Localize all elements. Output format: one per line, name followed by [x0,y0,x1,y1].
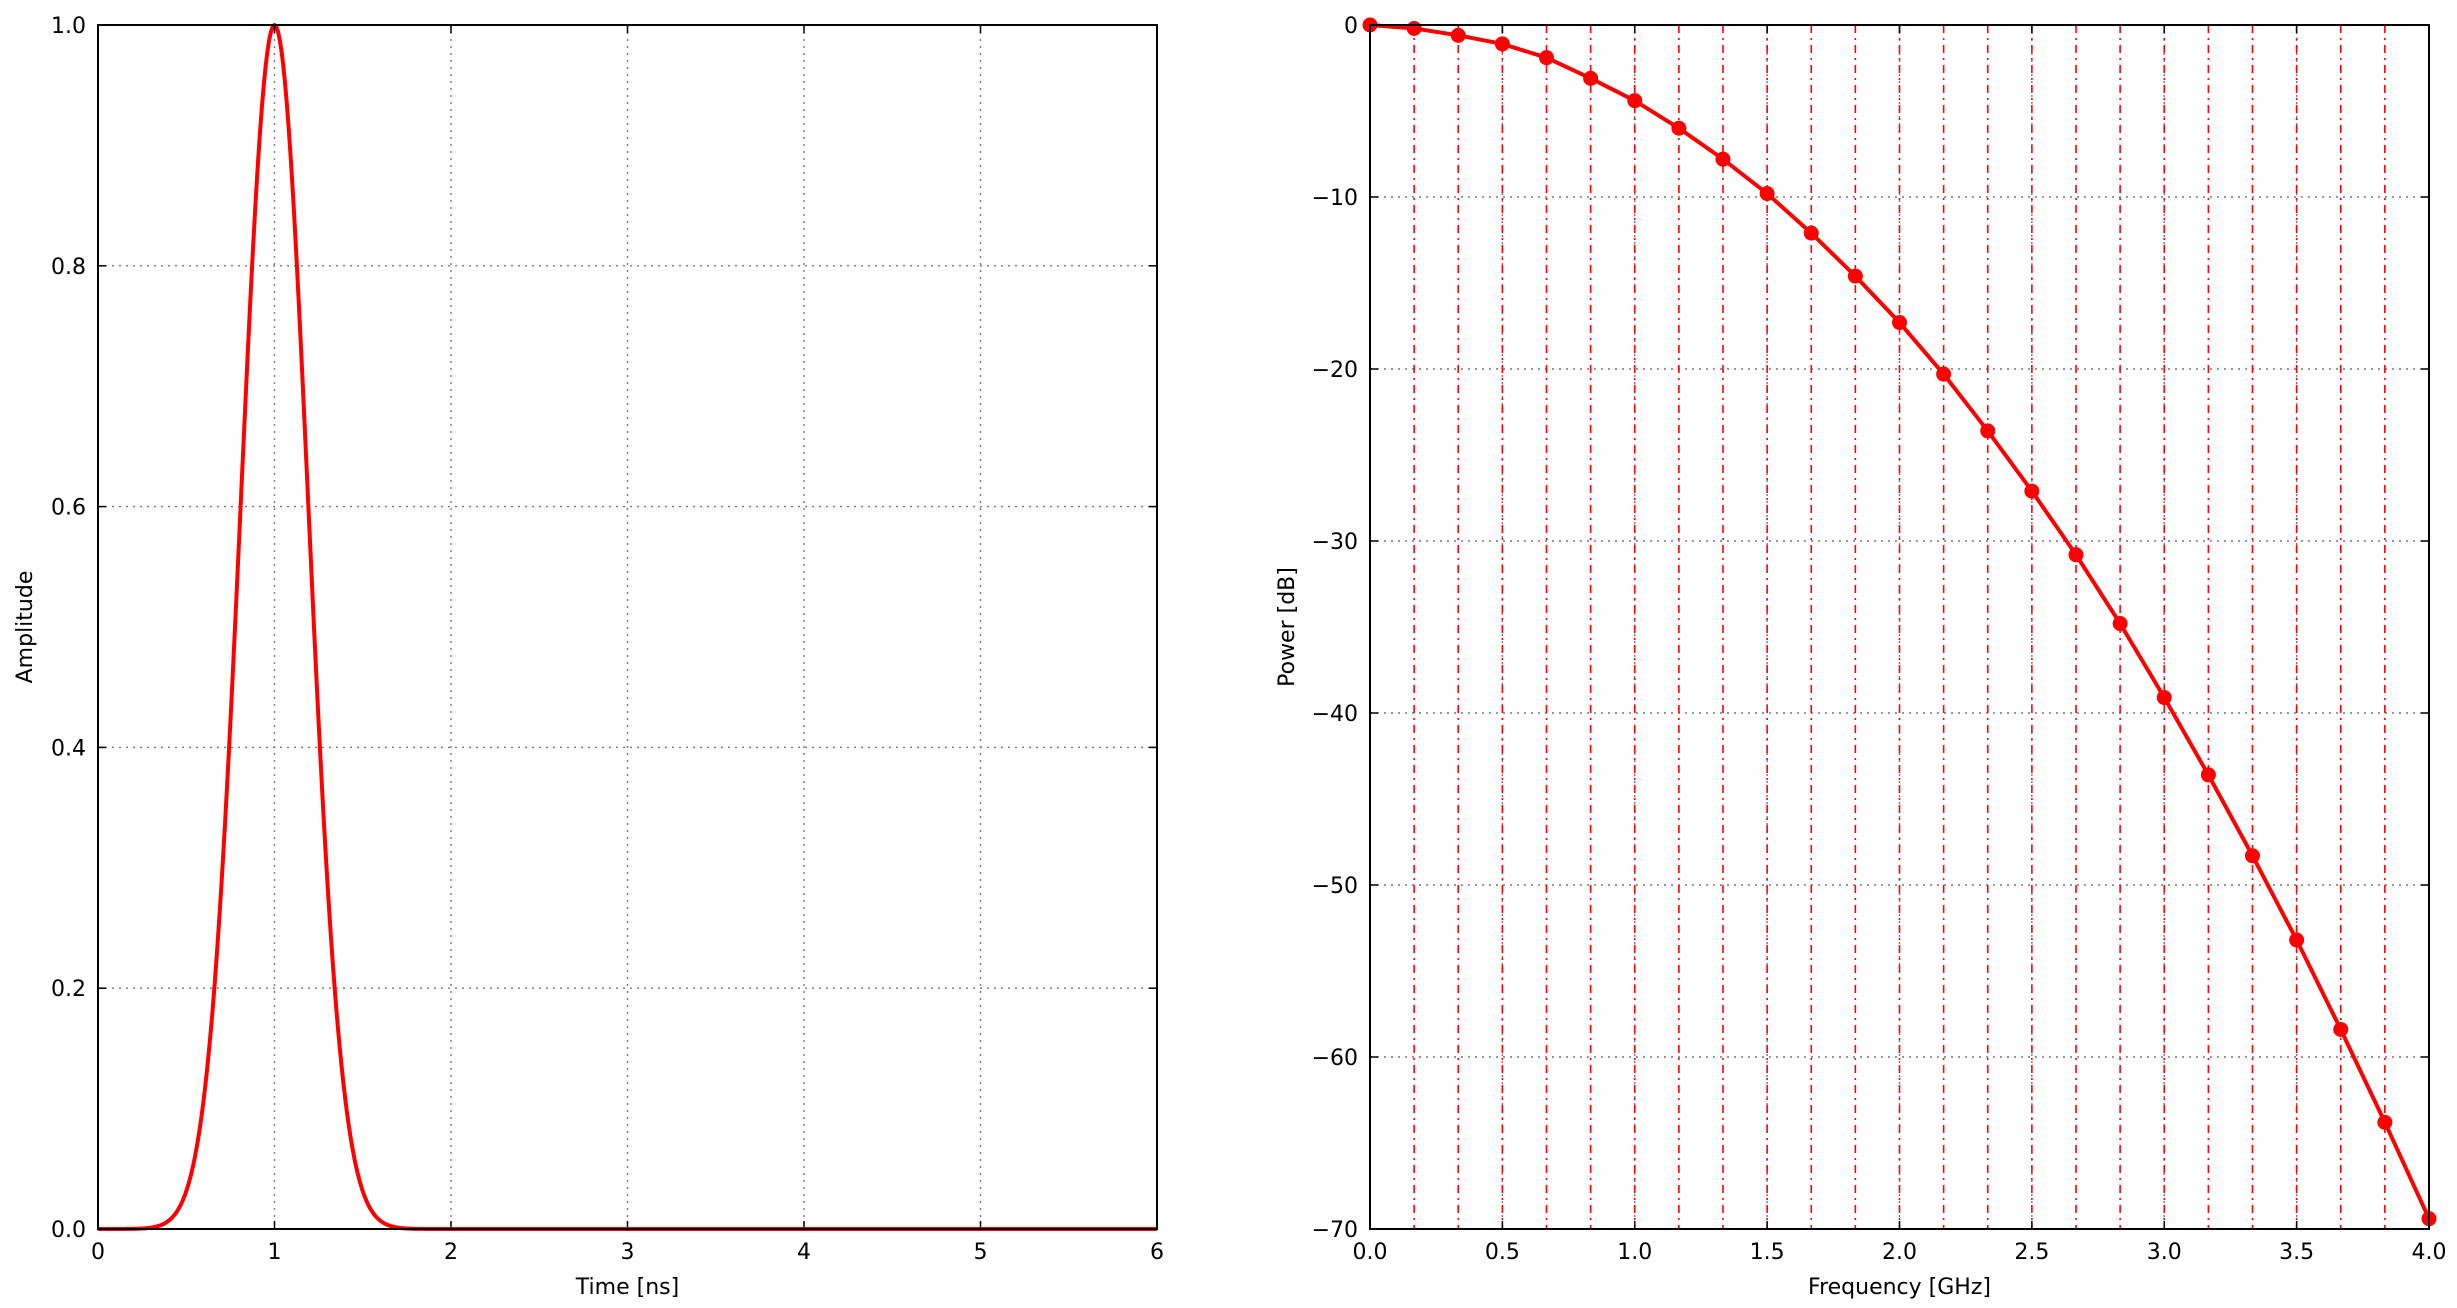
x-axis-label: Time [ns] [575,1275,679,1300]
power-spectrum-plot: 0.0 0.5 1.0 1.5 2.0 2.5 3.0 3.5 4.0 −70 −60 −50 −40 −… [1275,14,2447,1300]
x-tick-label: 5 [974,1240,988,1265]
y-tick-label: 0.6 [51,496,86,521]
data-point [2112,616,2128,632]
data-point [1406,20,1422,36]
y-tick-label: 0.8 [51,255,86,280]
data-point [2068,547,2084,563]
x-tick-label: 1.5 [1750,1240,1785,1265]
y-tick-label: 0 [1344,14,1358,39]
y-tick-label: −40 [1312,702,1358,727]
data-point [1936,366,1952,382]
data-point [1847,268,1863,284]
x-tick-label: 0 [91,1240,105,1265]
x-tick-label: 0.5 [1485,1240,1520,1265]
y-tick-label: −70 [1312,1218,1358,1243]
data-point [1803,225,1819,241]
y-tick-label: 0.2 [51,977,86,1002]
data-point [1759,186,1775,202]
data-point [2377,1114,2393,1130]
x-tick-label: 2.0 [1882,1240,1917,1265]
x-axis-label: Frequency [GHz] [1808,1275,1991,1300]
data-point [1539,50,1555,66]
data-point [1980,423,1996,439]
data-point [1671,120,1687,136]
y-axis-label: Power [dB] [1275,567,1300,687]
data-point [2024,483,2040,499]
y-tick-label: −30 [1312,530,1358,555]
x-tick-label: 2.5 [2014,1240,2049,1265]
amplitude-plot: 0 1 2 3 4 5 6 0.0 0.2 0.4 0.6 0.8 1.0 Time [ns] Amplit… [13,14,1164,1300]
y-tick-label: −10 [1312,186,1358,211]
data-point [1494,36,1510,52]
y-tick-label: −20 [1312,358,1358,383]
x-tick-label: 2 [444,1240,458,1265]
data-point [1892,315,1907,331]
data-point [2333,1021,2349,1037]
data-point [1627,93,1643,109]
data-point [1583,70,1599,86]
x-tick-label: 6 [1150,1240,1164,1265]
data-point [2244,848,2260,864]
y-tick-label: 1.0 [51,14,86,39]
data-point [2156,690,2172,706]
data-point [2200,767,2216,783]
x-tick-label: 4.0 [2412,1240,2447,1265]
x-tick-label: 3.0 [2147,1240,2182,1265]
x-tick-label: 4 [797,1240,811,1265]
x-tick-label: 1.0 [1617,1240,1652,1265]
data-point [1450,27,1466,43]
y-tick-label: −50 [1312,874,1358,899]
y-axis-label: Amplitude [13,571,38,684]
x-tick-label: 3 [621,1240,635,1265]
x-tick-label: 0.0 [1353,1240,1388,1265]
y-tick-label: −60 [1312,1046,1358,1071]
data-point [2289,932,2305,948]
y-tick-label: 0.0 [51,1218,86,1243]
data-point [1715,151,1731,167]
y-tick-label: 0.4 [51,736,86,761]
x-tick-label: 3.5 [2279,1240,2314,1265]
x-tick-label: 1 [268,1240,282,1265]
